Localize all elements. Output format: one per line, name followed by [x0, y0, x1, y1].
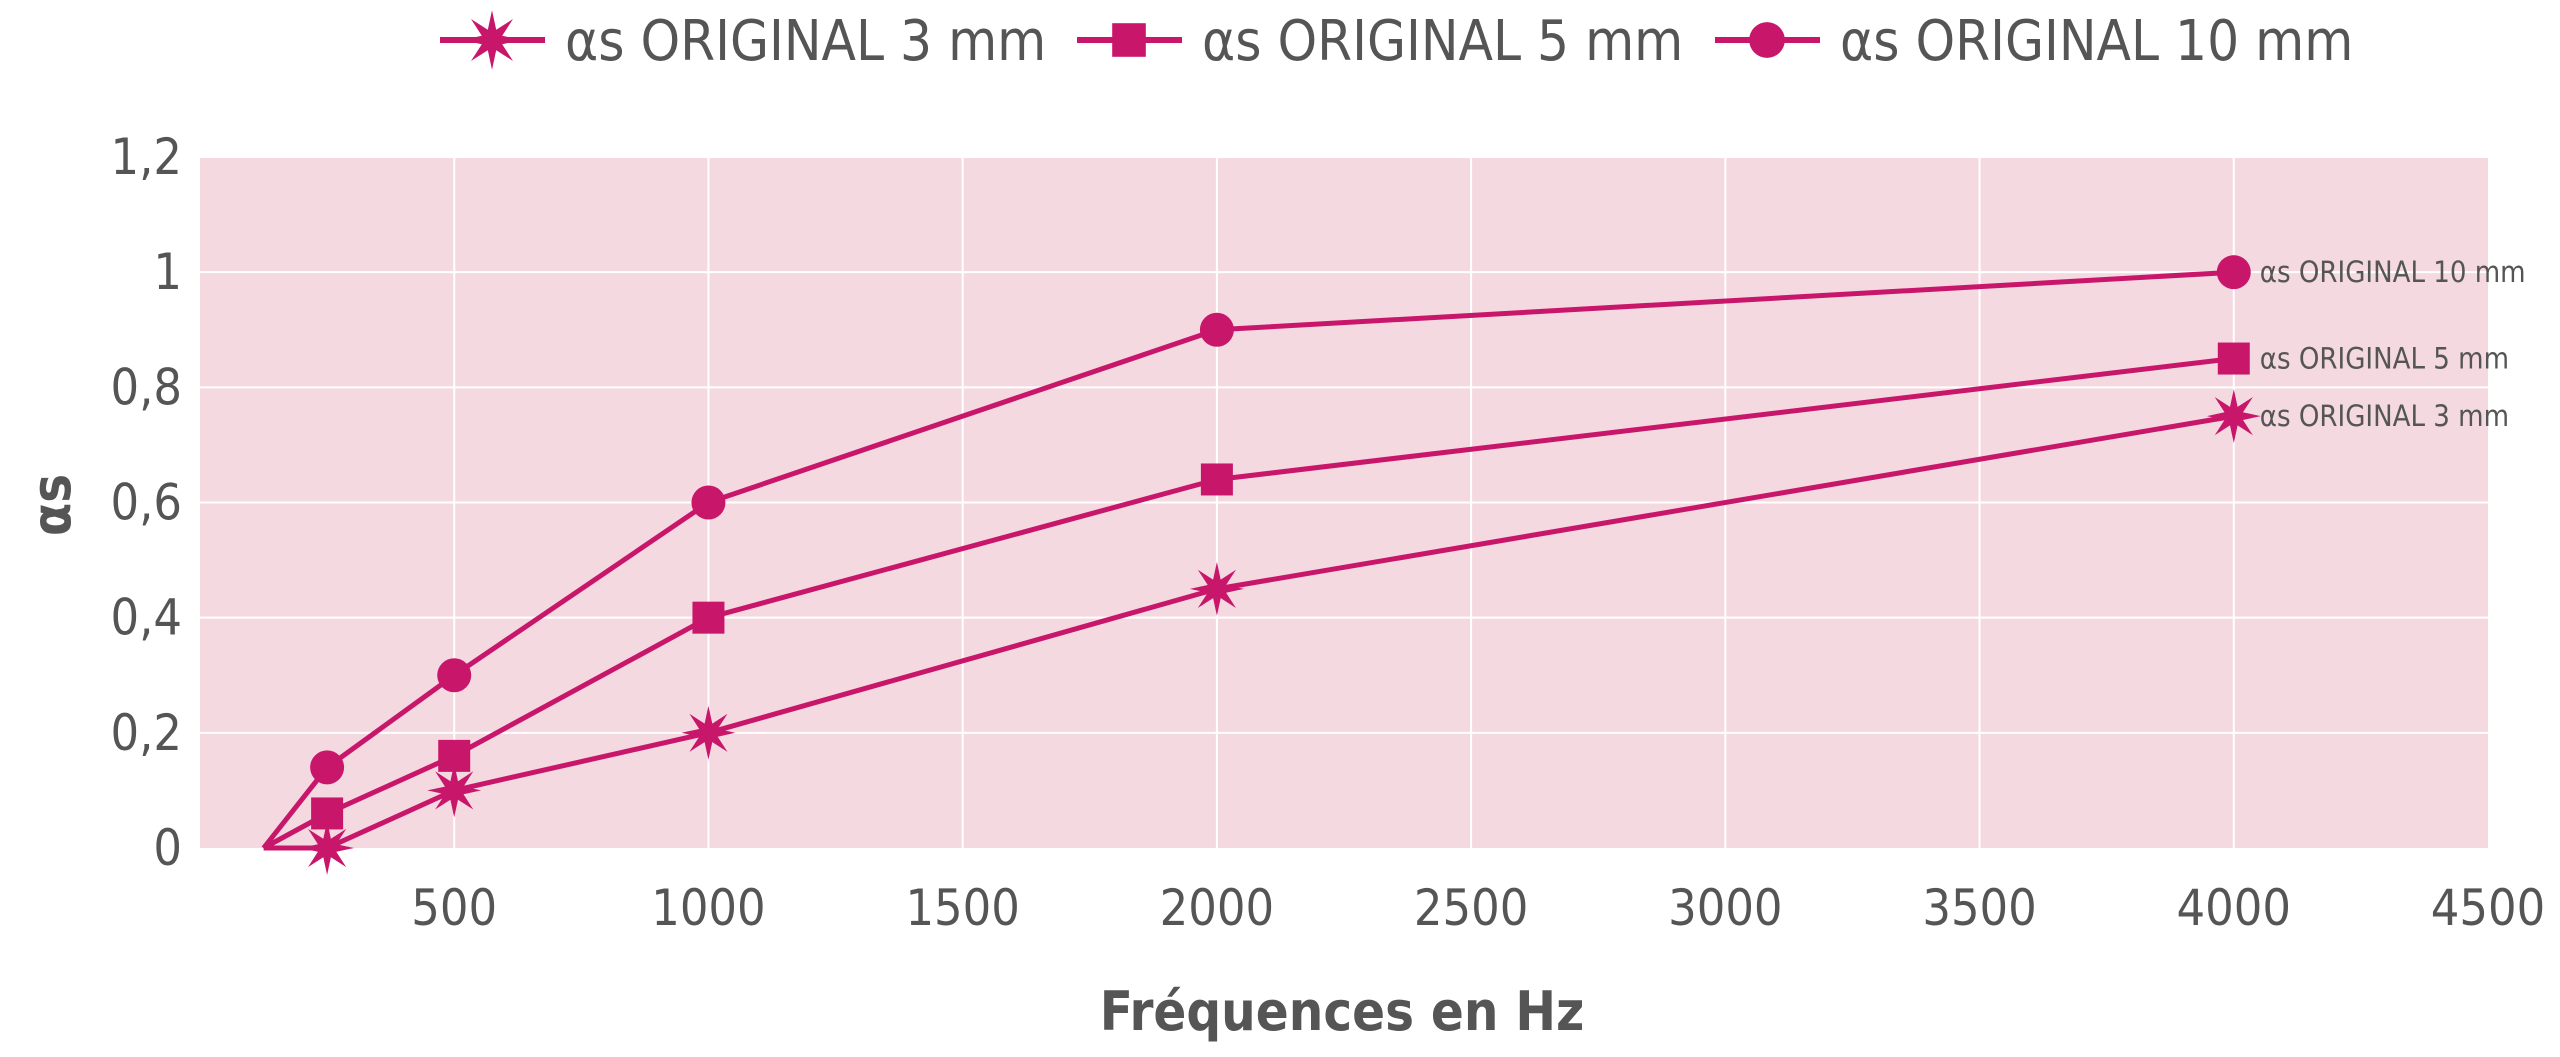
end-labels: αs ORIGINAL 3 mm αs ORIGINAL 5 mm αs ORIGI… [2260, 255, 2526, 433]
legend: αs ORIGINAL 3 mm αs ORIGINAL 5 mm αs ORIGI… [440, 9, 2353, 74]
data-point-star [462, 10, 522, 70]
x-tick-label: 500 [411, 879, 497, 937]
y-tick-label: 1,2 [110, 128, 182, 186]
data-point-star [300, 821, 355, 875]
y-tick-label: 1 [153, 243, 182, 301]
y-tick-label: 0,8 [110, 358, 182, 416]
legend-item: αs ORIGINAL 5 mm [1077, 9, 1683, 74]
data-point-square [692, 601, 725, 634]
y-tick-label: 0,2 [110, 704, 182, 762]
data-point-circle [1199, 312, 1234, 347]
data-point-circle [691, 485, 726, 520]
series-square [262, 342, 2250, 851]
x-tick-label: 2000 [1160, 879, 1274, 937]
x-tick-label: 4500 [2431, 879, 2545, 937]
x-tick-label: 2500 [1414, 879, 1528, 937]
data-point-circle [437, 658, 472, 693]
data-point-circle [310, 750, 345, 785]
series-layer [261, 255, 2261, 875]
series-line [261, 269, 2234, 850]
series-star [263, 389, 2261, 875]
legend-item: αs ORIGINAL 3 mm [440, 9, 1046, 74]
data-point-circle [2216, 255, 2251, 290]
y-tick-label: 0 [153, 819, 182, 877]
data-point-square [1200, 463, 1233, 496]
data-point-circle [1749, 22, 1785, 58]
series-end-label: αs ORIGINAL 5 mm [2260, 342, 2509, 376]
series-end-label: αs ORIGINAL 10 mm [2260, 255, 2526, 289]
x-axis-title: Fréquences en Hz [1100, 980, 1585, 1043]
y-axis-ticks: 0 0,2 0,4 0,6 0,8 1 1,2 [110, 128, 182, 877]
x-tick-label: 1000 [651, 879, 765, 937]
legend-item: αs ORIGINAL 10 mm [1715, 9, 2353, 74]
y-tick-label: 0,4 [110, 589, 182, 647]
series-circle [261, 255, 2251, 850]
data-point-star [2206, 389, 2261, 444]
data-point-square [1112, 23, 1146, 57]
data-point-star [681, 705, 736, 760]
data-point-square [2217, 342, 2250, 375]
y-axis-title: αs [20, 474, 83, 536]
data-point-star [427, 763, 482, 818]
data-point-square [438, 739, 471, 772]
legend-label: αs ORIGINAL 3 mm [565, 9, 1046, 74]
x-axis-ticks: 500 1000 1500 2000 2500 3000 3500 4000 4500 [411, 879, 2545, 937]
x-tick-label: 3500 [1922, 879, 2036, 937]
x-tick-label: 1500 [905, 879, 1019, 937]
data-point-star [1189, 561, 1244, 616]
x-tick-label: 4000 [2177, 879, 2291, 937]
legend-label: αs ORIGINAL 5 mm [1202, 9, 1683, 74]
legend-label: αs ORIGINAL 10 mm [1840, 9, 2353, 74]
data-point-square [311, 797, 344, 830]
series-end-label: αs ORIGINAL 3 mm [2260, 399, 2509, 433]
y-tick-label: 0,6 [110, 474, 182, 532]
x-tick-label: 3000 [1668, 879, 1782, 937]
